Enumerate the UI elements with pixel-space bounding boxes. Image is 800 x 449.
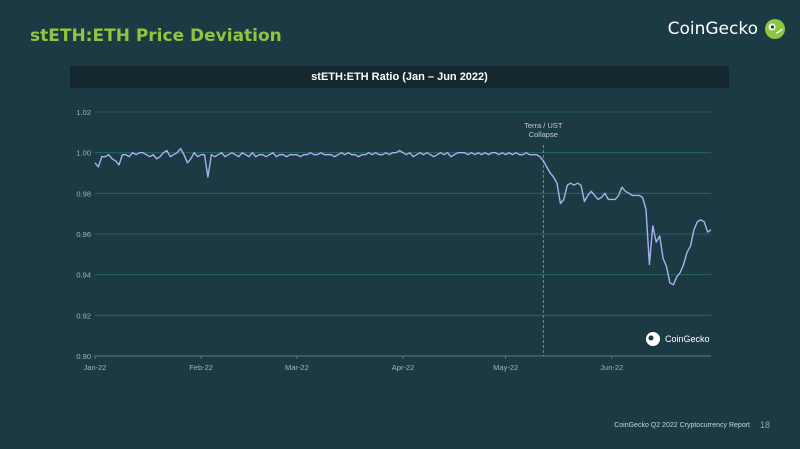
y-tick-label: 0.94 — [76, 271, 91, 280]
chart-title: stETH:ETH Ratio (Jan – Jun 2022) — [70, 66, 729, 88]
series-line — [94, 147, 712, 286]
watermark-label: CoinGecko — [665, 334, 710, 344]
gecko-icon — [765, 19, 785, 39]
footer-text: CoinGecko Q2 2022 Cryptocurrency Report — [614, 422, 750, 429]
page-number: 18 — [759, 420, 770, 430]
x-tick-label: Jan-22 — [84, 363, 107, 372]
y-tick-label: 0.92 — [76, 311, 91, 320]
slide-title: stETH:ETH Price Deviation — [30, 26, 282, 46]
x-tick-label: Apr-22 — [392, 363, 415, 372]
y-tick-label: 0.96 — [76, 230, 91, 239]
y-tick-label: 0.90 — [76, 352, 91, 361]
y-tick-label: 0.98 — [76, 189, 91, 198]
brand-name: CoinGecko — [667, 19, 758, 39]
annotation-label: Collapse — [529, 130, 558, 139]
watermark-gecko-eye — [648, 335, 654, 341]
x-tick-label: Jun-22 — [600, 363, 623, 372]
x-tick-label: Mar-22 — [285, 363, 309, 372]
annotation-label: Terra / UST — [524, 121, 563, 130]
y-tick-label: 1.00 — [76, 149, 91, 158]
x-tick-label: May-22 — [493, 363, 518, 372]
y-tick-label: 1.02 — [76, 108, 91, 117]
brand-logo: CoinGecko — [668, 18, 786, 40]
x-tick-label: Feb-22 — [189, 363, 213, 372]
